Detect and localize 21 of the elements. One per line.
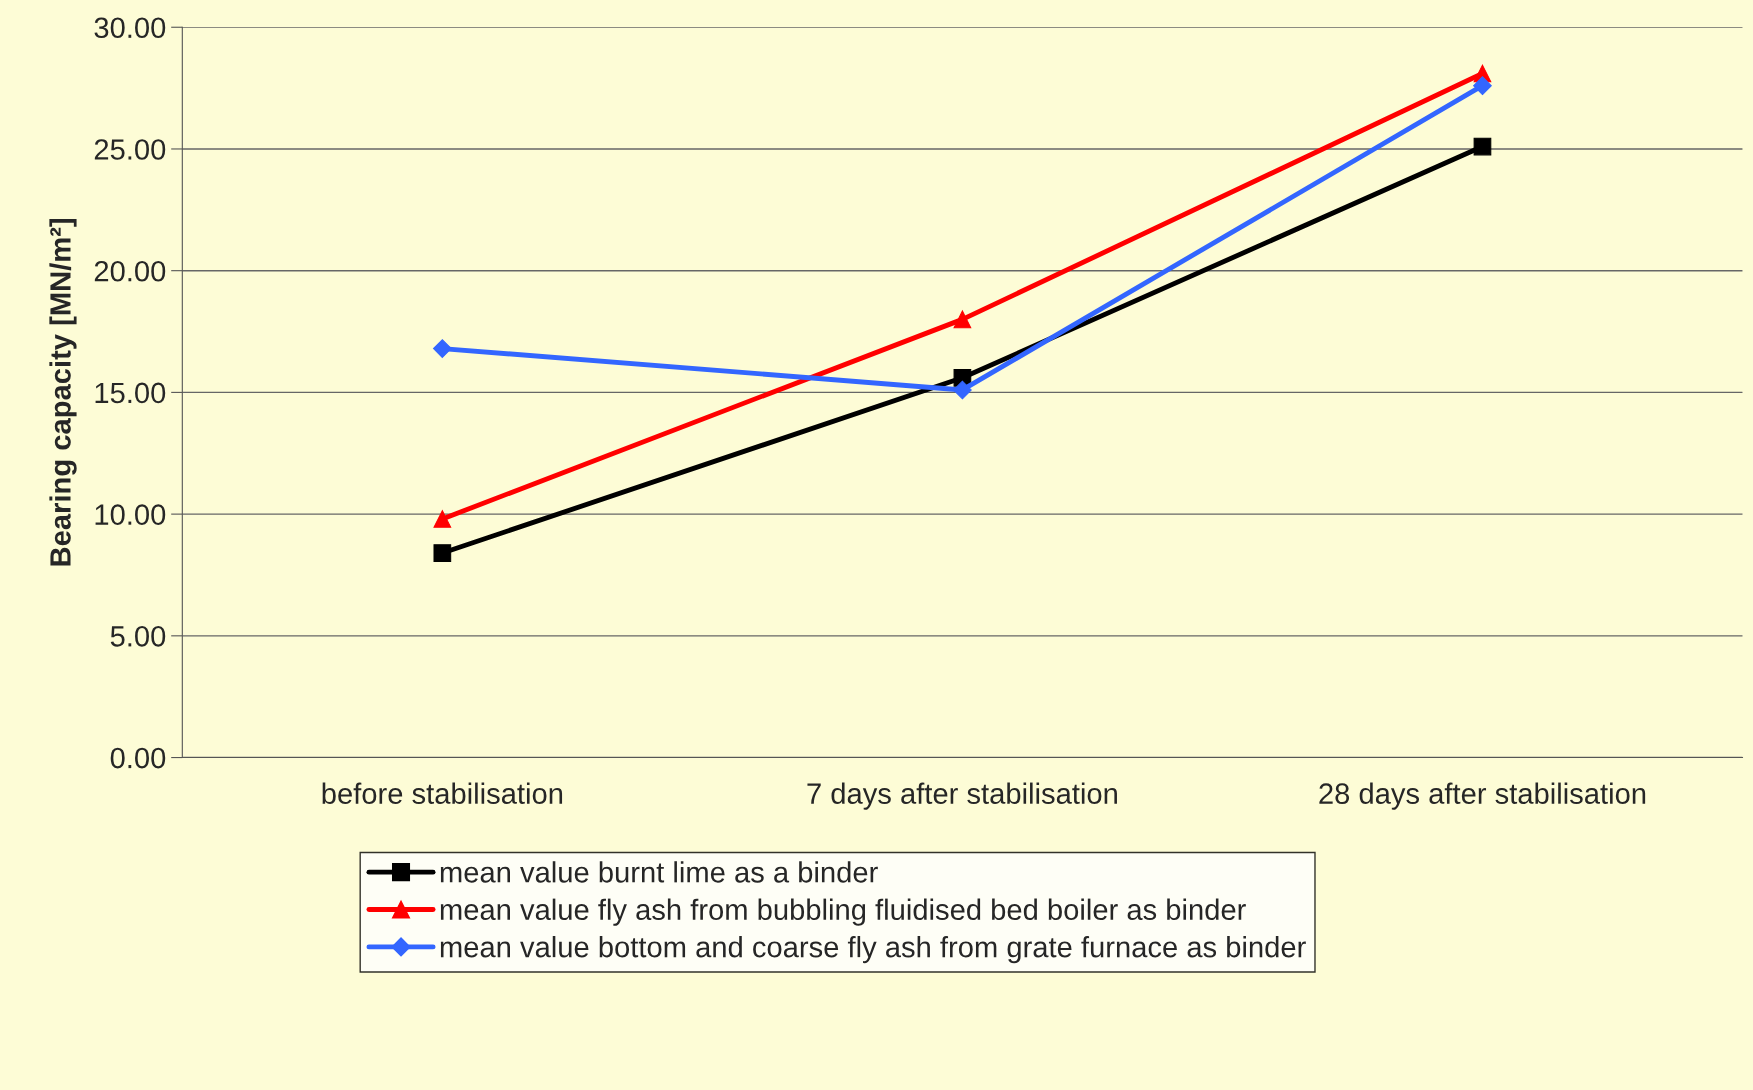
point [433, 510, 452, 528]
x-tick-label: 28 days after stabilisation [1319, 782, 1646, 810]
y-axis-title: Bearing capacity [MN/m²] [49, 218, 77, 566]
y-tick-label: 20.00 [94, 260, 166, 282]
y-tick-label: 10.00 [95, 504, 166, 525]
legend-label: mean value fly ash from bubbling fluidised bed boiler as binder [440, 898, 1246, 926]
point [953, 380, 972, 400]
point [432, 339, 452, 358]
point [953, 310, 972, 329]
point [433, 544, 452, 562]
point [1473, 76, 1492, 96]
legend-label: mean value bottom and coarse fly ash from grate furnace as binder [440, 936, 1306, 964]
y-tick-label: 5.00 [110, 626, 166, 647]
y-tick-label: 0.00 [110, 747, 166, 769]
y-tick-label: 25.00 [94, 139, 166, 160]
point [1473, 137, 1492, 156]
y-tick-label: 30.00 [94, 17, 166, 39]
x-tick-label: 7 days after stabilisation [807, 782, 1117, 810]
x-tick-label: before stabilisation [322, 782, 563, 804]
legend-label: mean value burnt lime as a binder [440, 861, 878, 883]
y-tick-label: 15.00 [95, 382, 166, 404]
